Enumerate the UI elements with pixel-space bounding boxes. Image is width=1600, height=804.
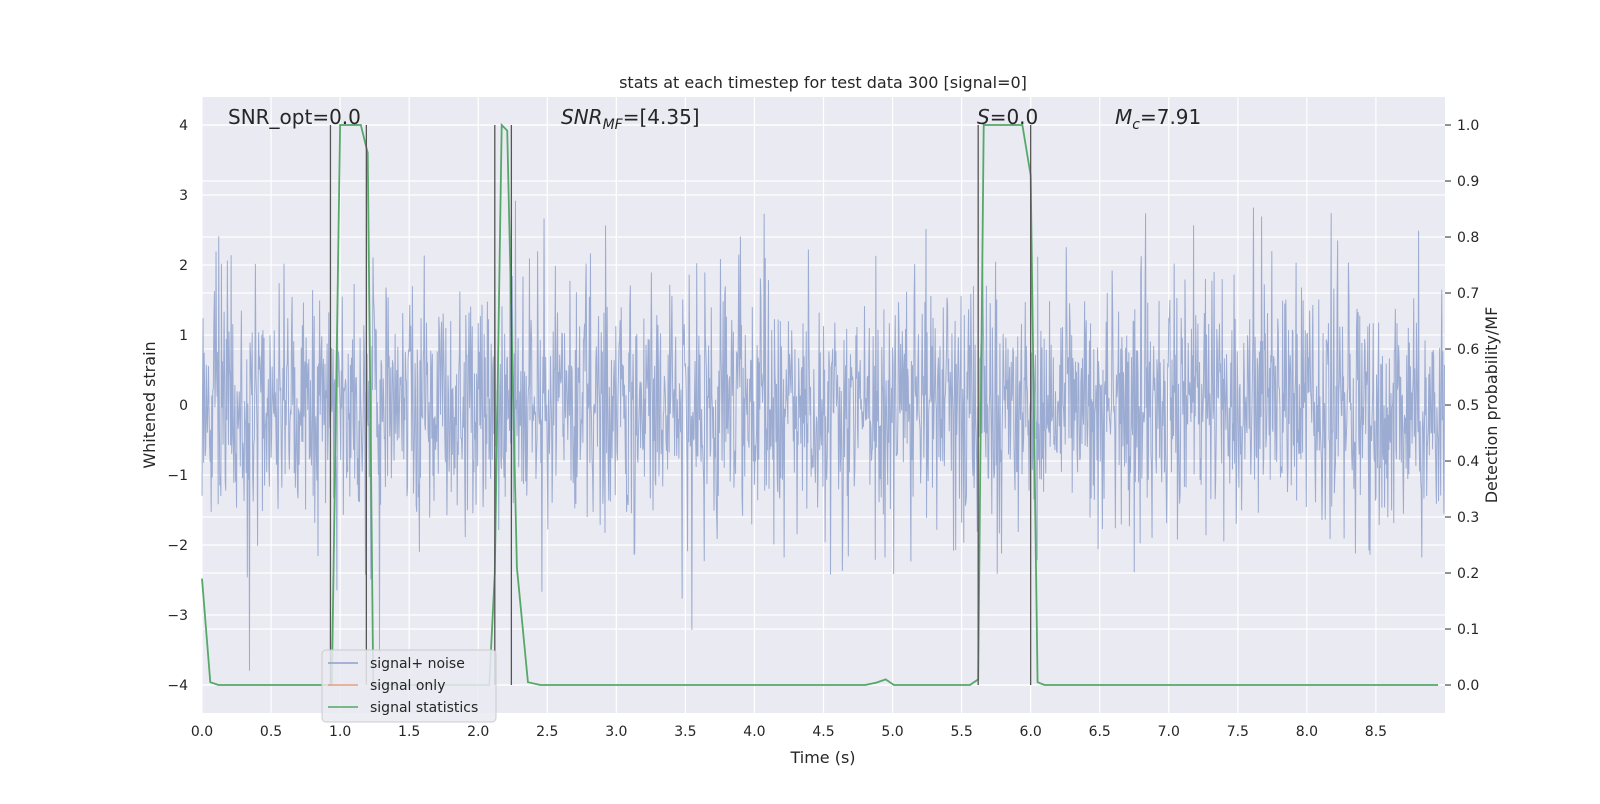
y-left-tick-label: 1: [179, 328, 188, 344]
annotation-snr-mf-main: SNR: [561, 105, 603, 129]
series-signal-statistics: [201, 122, 1439, 686]
x-tick-label: 4.5: [812, 724, 834, 740]
y-right-tick-label: 0.3: [1457, 510, 1479, 526]
x-axis-label: Time (s): [789, 748, 855, 767]
annotation-s: S=0.0: [977, 105, 1038, 129]
x-tick-label: 5.5: [950, 724, 972, 740]
x-tick-label: 3.5: [674, 724, 696, 740]
x-tick-label: 6.5: [1089, 724, 1111, 740]
annotation-mc-main: M: [1115, 105, 1132, 129]
y-axis-left-label: Whitened strain: [140, 341, 159, 468]
annotation-snr-mf-sub: MF: [603, 117, 624, 133]
x-tick-labels: 0.0 0.5 1.0 1.5 2.0 2.5 3.0 3.5 4.0 4.5 5.0 5.5 6.0 6…: [191, 724, 1387, 740]
y-left-tick-label: 0: [179, 398, 188, 414]
x-tick-label: 8.0: [1296, 724, 1318, 740]
series-signal-noise: [201, 200, 1445, 671]
y-left-tick-label: 2: [179, 258, 188, 274]
x-tick-label: 8.5: [1365, 724, 1387, 740]
annotation-mc: Mc=7.91: [1115, 105, 1201, 133]
annotation-mc-value: =7.91: [1140, 105, 1201, 129]
y-left-tick-label: 4: [179, 118, 188, 134]
y-right-tick-label: 0.9: [1457, 174, 1479, 190]
statistics-line: [201, 122, 1439, 686]
x-tick-label: 1.0: [329, 724, 351, 740]
annotation-s-value: =0.0: [990, 105, 1039, 129]
annotation-snr-opt: SNR_opt=0.0: [228, 105, 361, 129]
y-right-tick-label: 0.7: [1457, 286, 1479, 302]
y-left-tick-label: −2: [167, 538, 188, 554]
legend-label-signal-statistics: signal statistics: [370, 700, 478, 716]
legend-label-signal-only: signal only: [370, 678, 445, 694]
x-tick-label: 2.0: [467, 724, 489, 740]
x-tick-label: 0.0: [191, 724, 213, 740]
x-tick-label: 1.5: [398, 724, 420, 740]
noise-line: [201, 200, 1445, 671]
chart-title: stats at each timestep for test data 300…: [619, 73, 1027, 92]
x-tick-label: 5.0: [881, 724, 903, 740]
annotation-s-main: S: [977, 105, 990, 129]
annotation-mc-sub: c: [1132, 117, 1140, 133]
x-tick-label: 7.5: [1227, 724, 1249, 740]
legend-label-signal-noise: signal+ noise: [370, 656, 465, 672]
y-right-tick-label: 0.0: [1457, 678, 1479, 694]
y-axis-right-label: Detection probability/MF: [1482, 307, 1501, 504]
y-right-tick-label: 0.5: [1457, 398, 1479, 414]
annotation-snr-mf: SNRMF=[4.35]: [561, 105, 700, 133]
x-tick-label: 3.0: [605, 724, 627, 740]
y-left-tick-label: −4: [167, 678, 188, 694]
y-right-tick-label: 0.8: [1457, 230, 1479, 246]
legend: signal+ noise signal only signal statist…: [321, 649, 497, 723]
y-right-tick-labels: 1.0 0.9 0.8 0.7 0.6 0.5 0.4 0.3 0.2 0.1 0.0: [1445, 118, 1479, 694]
y-left-tick-label: −1: [167, 468, 188, 484]
y-left-tick-labels: 4 3 2 1 0 −1 −2 −3 −4: [167, 118, 188, 694]
y-left-tick-label: 3: [179, 188, 188, 204]
vertical-markers: [329, 125, 1032, 685]
legend-box: [321, 649, 497, 723]
y-right-tick-label: 0.4: [1457, 454, 1479, 470]
y-right-tick-label: 0.1: [1457, 622, 1479, 638]
x-tick-label: 2.5: [536, 724, 558, 740]
y-right-tick-label: 0.6: [1457, 342, 1479, 358]
y-right-tick-label: 1.0: [1457, 118, 1479, 134]
x-tick-label: 0.5: [260, 724, 282, 740]
y-left-tick-label: −3: [167, 608, 188, 624]
annotation-snr-mf-value: =[4.35]: [623, 105, 700, 129]
x-tick-label: 4.0: [743, 724, 765, 740]
x-tick-label: 7.0: [1158, 724, 1180, 740]
y-right-tick-label: 0.2: [1457, 566, 1479, 582]
x-tick-label: 6.0: [1020, 724, 1042, 740]
